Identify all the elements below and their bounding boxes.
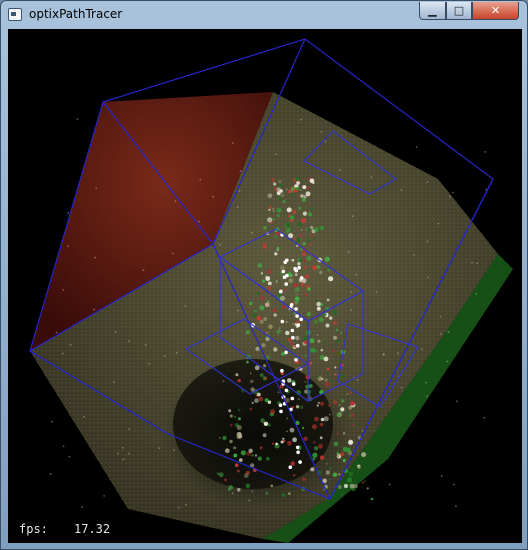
window-app-icon[interactable] [8,8,22,21]
green-wall [263,254,513,543]
path-tracer-render[interactable]: fps: 17.32 [8,29,522,543]
maximize-button[interactable]: □ [446,2,472,20]
glass-sphere [173,359,333,489]
fps-label: fps: [19,522,48,536]
close-button[interactable]: ✕ [472,2,519,20]
render-viewport-container[interactable]: fps: 17.32 [8,29,522,543]
window-title: optixPathTracer [29,7,123,21]
red-wall [30,92,273,351]
wireframe-bounding-box [29,38,494,500]
title-bar[interactable]: optixPathTracer ▁ □ ✕ [1,1,527,29]
floor-texture [30,92,498,539]
fps-value: 17.32 [74,522,110,536]
particle-cloud [49,118,488,509]
minimize-button[interactable]: ▁ [419,2,446,20]
wireframe-inner-boxes [184,130,419,408]
